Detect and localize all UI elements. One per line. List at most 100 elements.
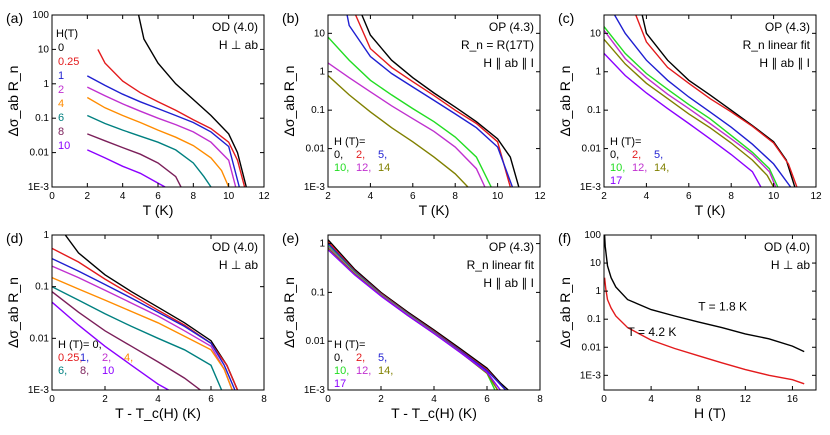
y-axis-label: Δσ_ab R_n bbox=[557, 277, 573, 348]
series-line-5 bbox=[346, 15, 514, 187]
legend-entry: 14, bbox=[378, 365, 393, 377]
legend-entry: 17 bbox=[334, 378, 346, 390]
series-group bbox=[328, 15, 520, 187]
x-tick-label: 12 bbox=[740, 394, 752, 405]
legend-entry: 6 bbox=[58, 112, 64, 124]
curve-label: T = 4.2 K bbox=[628, 325, 677, 339]
series-line-2 bbox=[354, 15, 511, 187]
y-axis-label: Δσ_ab R_n bbox=[281, 66, 297, 137]
y-tick-label: 0.1 bbox=[35, 113, 49, 124]
annotation: R_n = R(17T) bbox=[461, 38, 534, 52]
annotation: H ⊥ ab bbox=[771, 258, 810, 272]
plot-frame bbox=[603, 234, 817, 391]
annotation: OP (4.3) bbox=[765, 20, 810, 34]
y-tick-label: 1E-3 bbox=[28, 182, 50, 193]
series-line-17 bbox=[328, 249, 501, 390]
legend-entry: 12, bbox=[356, 365, 371, 377]
panel-f: 0 4 8 12 16 1E-3 0.01 0.1 1 10 100 H (T) Δσ_ab R_n (f… bbox=[557, 230, 817, 421]
legend-entry: 0, bbox=[610, 149, 619, 161]
legend-title: H (T)= 0, bbox=[58, 339, 102, 351]
panel-label: (d) bbox=[6, 230, 23, 246]
series-line-12 bbox=[604, 29, 777, 187]
legend-entry: 0, bbox=[334, 352, 343, 364]
x-tick-label: 2 bbox=[85, 191, 91, 202]
x-tick-label: 2 bbox=[325, 191, 331, 202]
x-tick-label: 2 bbox=[601, 191, 607, 202]
plot-frame bbox=[603, 14, 817, 188]
y-tick-label: 1 bbox=[319, 67, 325, 78]
series-line-1 bbox=[86, 75, 240, 187]
legend-entry: 1, bbox=[80, 352, 89, 364]
x-tick-label: 8 bbox=[261, 394, 267, 405]
y-tick-label: 10 bbox=[314, 28, 326, 39]
legend-entry: 14 bbox=[378, 162, 390, 174]
x-tick-label: 6 bbox=[686, 191, 692, 202]
x-tick-label: 4 bbox=[648, 394, 654, 405]
series-group bbox=[604, 235, 805, 385]
y-axis-label: Δσ_ab R_n bbox=[5, 277, 21, 348]
y-tick-label: 0.01 bbox=[582, 144, 602, 155]
legend-entry: 0.25, bbox=[58, 352, 82, 364]
series-line-12 bbox=[328, 62, 486, 187]
legend-entry: 5, bbox=[378, 352, 387, 364]
series-line-4 bbox=[86, 96, 230, 187]
x-tick-label: 4 bbox=[368, 191, 374, 202]
series-group bbox=[328, 239, 509, 390]
series-line-10 bbox=[604, 26, 779, 187]
legend-entry: 0 bbox=[58, 42, 64, 54]
legend-entry: 10, bbox=[334, 365, 349, 377]
y-tick-label: 10 bbox=[590, 258, 602, 269]
series-line-1 bbox=[52, 257, 236, 390]
panel-label: (b) bbox=[282, 10, 299, 26]
y-tick-label: 0.1 bbox=[311, 287, 325, 298]
series-line-2 bbox=[86, 86, 237, 187]
x-tick-label: 16 bbox=[787, 394, 799, 405]
y-tick-label: 0.01 bbox=[306, 336, 326, 347]
legend-entry: 17 bbox=[610, 175, 622, 187]
legend-entry: 1 bbox=[58, 70, 64, 82]
legend-entry: 4 bbox=[58, 98, 64, 110]
y-tick-label: 0.1 bbox=[587, 314, 601, 325]
plot-frame bbox=[327, 14, 541, 188]
series-line-0p25 bbox=[52, 247, 239, 390]
y-tick-label: 1 bbox=[319, 239, 325, 250]
panel-label: (c) bbox=[558, 10, 574, 26]
series-line-8 bbox=[52, 291, 201, 390]
x-tick-label: 6 bbox=[208, 394, 214, 405]
annotation: OD (4.0) bbox=[212, 20, 258, 34]
x-tick-label: 4 bbox=[644, 191, 650, 202]
y-tick-label: 0.1 bbox=[587, 105, 601, 116]
series-line-14 bbox=[604, 38, 775, 187]
series-group bbox=[86, 15, 247, 187]
legend-entry: 12, bbox=[356, 162, 371, 174]
series-line-0 bbox=[328, 239, 509, 390]
x-tick-label: 8 bbox=[537, 394, 543, 405]
series-line-T1p8K bbox=[604, 235, 805, 353]
series-line-0 bbox=[137, 15, 247, 187]
legend-entry: 6, bbox=[58, 365, 67, 377]
y-axis-label: Δσ_ab R_n bbox=[281, 277, 297, 348]
annotation: H ⊥ ab bbox=[219, 38, 258, 52]
x-tick-label: 4 bbox=[155, 394, 161, 405]
y-tick-label: 0.1 bbox=[35, 282, 49, 293]
panel-b: 2 4 6 8 10 12 1E-3 0.01 0.1 1 10 T (K) Δσ_ab R_n (b) O… bbox=[281, 10, 546, 218]
x-axis-label: T (K) bbox=[143, 202, 174, 218]
legend-entry: 10 bbox=[102, 365, 114, 377]
legend-entry: 0, bbox=[334, 149, 343, 161]
legend: H (T)= 0,0.25,1, 2, 4, 6, 8, 10 bbox=[58, 339, 133, 377]
x-tick-label: 8 bbox=[452, 191, 458, 202]
x-tick-label: 8 bbox=[695, 394, 701, 405]
legend-title: H (T)= bbox=[334, 339, 365, 351]
series-line-17 bbox=[604, 52, 762, 187]
series-line-10 bbox=[87, 149, 166, 187]
legend-entry: 8, bbox=[80, 365, 89, 377]
y-tick-label: 1 bbox=[595, 67, 601, 78]
x-tick-label: 0 bbox=[49, 394, 55, 405]
x-axis-label: T - T_c(H) (K) bbox=[391, 405, 477, 421]
x-axis-label: T (K) bbox=[419, 202, 450, 218]
legend-entry: 2, bbox=[102, 352, 111, 364]
y-tick-label: 100 bbox=[584, 230, 601, 241]
x-axis-label: T (K) bbox=[695, 202, 726, 218]
